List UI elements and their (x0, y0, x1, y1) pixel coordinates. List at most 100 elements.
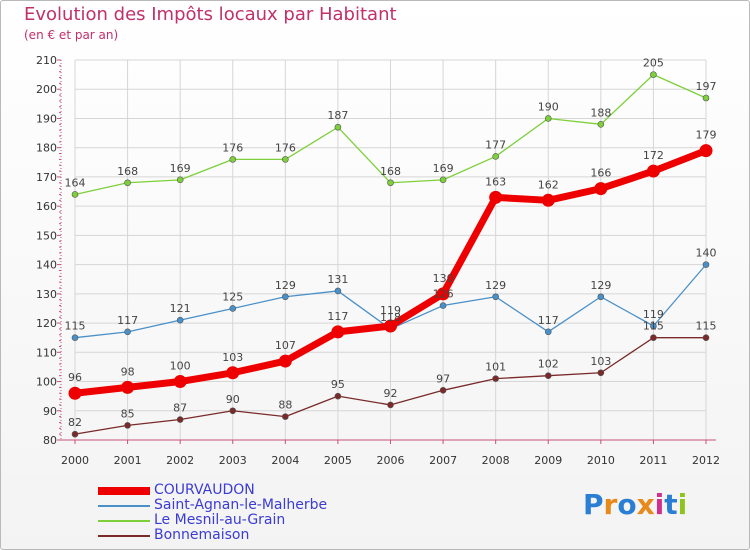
data-label: 176 (275, 141, 296, 154)
data-point (387, 401, 394, 409)
x-tick-label: 2008 (482, 454, 510, 467)
data-point (387, 179, 394, 187)
data-point (334, 392, 342, 400)
data-point (650, 322, 657, 330)
data-label: 187 (327, 109, 348, 122)
data-point (699, 144, 713, 158)
data-label: 119 (643, 308, 664, 321)
data-point (68, 386, 82, 400)
x-tick-label: 2012 (692, 454, 720, 467)
data-point (173, 375, 187, 389)
logo-letter: i (654, 488, 665, 521)
data-point (646, 164, 660, 178)
data-point (278, 354, 292, 368)
data-point (176, 416, 184, 423)
x-tick-label: 2004 (271, 454, 299, 467)
data-point (650, 334, 657, 341)
y-tick-label: 210 (36, 54, 57, 67)
data-label: 129 (275, 279, 296, 292)
data-label: 103 (590, 355, 611, 368)
data-point (176, 316, 184, 324)
legend-swatch (98, 505, 150, 507)
data-point (544, 115, 552, 122)
data-point (229, 407, 237, 415)
data-point (594, 182, 608, 196)
data-label: 126 (433, 288, 454, 301)
data-point (439, 302, 447, 309)
data-point (597, 369, 605, 377)
data-label: 164 (65, 176, 86, 189)
legend-swatch (98, 487, 150, 495)
data-label: 166 (590, 167, 611, 180)
data-label: 98 (121, 365, 135, 378)
data-label: 88 (278, 399, 292, 412)
y-tick-label: 100 (36, 376, 57, 389)
data-label: 90 (226, 393, 240, 406)
y-tick-label: 170 (36, 171, 57, 184)
data-point (331, 325, 345, 339)
series-courvaudon (68, 144, 713, 400)
x-tick-label: 2007 (429, 454, 457, 467)
data-point (544, 328, 552, 336)
data-label: 179 (696, 129, 717, 142)
data-point (544, 372, 552, 379)
data-point (282, 413, 289, 420)
data-point (702, 261, 710, 268)
x-tick-label: 2005 (324, 454, 352, 467)
x-tick-label: 2000 (61, 454, 89, 467)
y-tick-label: 80 (43, 434, 57, 447)
data-point (384, 319, 397, 333)
data-label: 168 (380, 165, 401, 178)
y-tick-label: 130 (36, 288, 57, 301)
legend-swatch (98, 535, 150, 537)
logo-letter: t (664, 488, 678, 521)
data-label: 107 (275, 339, 296, 352)
data-label: 121 (170, 302, 191, 315)
data-label: 162 (538, 178, 559, 191)
y-tick-label: 110 (36, 346, 57, 359)
data-point (124, 422, 131, 429)
data-point (492, 293, 499, 301)
data-label: 103 (222, 351, 243, 364)
data-point (226, 366, 240, 380)
data-label: 163 (485, 175, 506, 188)
data-label: 125 (222, 290, 243, 303)
data-label: 172 (643, 149, 664, 162)
data-label: 87 (173, 402, 187, 415)
x-tick-label: 2006 (377, 454, 405, 467)
legend-swatch (98, 520, 150, 522)
data-point (124, 179, 131, 187)
data-label: 100 (170, 360, 191, 373)
data-label: 115 (65, 320, 86, 333)
x-tick-label: 2011 (639, 454, 667, 467)
data-point (282, 293, 289, 301)
data-point (229, 305, 237, 312)
data-label: 101 (485, 361, 506, 374)
series-le-mesnil-au-grain (71, 71, 710, 198)
logo-letter: r (603, 488, 618, 521)
data-label: 117 (327, 310, 348, 323)
data-label: 115 (696, 320, 717, 333)
legend-label: Saint-Agnan-le-Malherbe (154, 497, 328, 513)
data-label: 169 (433, 162, 454, 175)
data-label: 130 (433, 272, 454, 285)
data-point (492, 153, 499, 160)
data-label: 188 (590, 106, 611, 119)
x-tick-label: 2002 (166, 454, 194, 467)
data-label: 115 (643, 320, 664, 333)
legend-label: Le Mesnil-au-Grain (154, 512, 286, 528)
data-label: 129 (485, 279, 506, 292)
data-point (597, 293, 605, 301)
data-label: 85 (121, 407, 135, 420)
data-point (334, 287, 342, 295)
data-point (439, 387, 447, 394)
y-tick-label: 180 (36, 142, 57, 155)
data-label: 176 (222, 141, 243, 154)
data-point (541, 193, 555, 207)
data-point (702, 334, 710, 341)
legend-label: Bonnemaison (154, 527, 250, 543)
logo-letter: x (636, 488, 655, 521)
data-label: 177 (485, 138, 506, 151)
data-label: 118 (380, 311, 401, 324)
